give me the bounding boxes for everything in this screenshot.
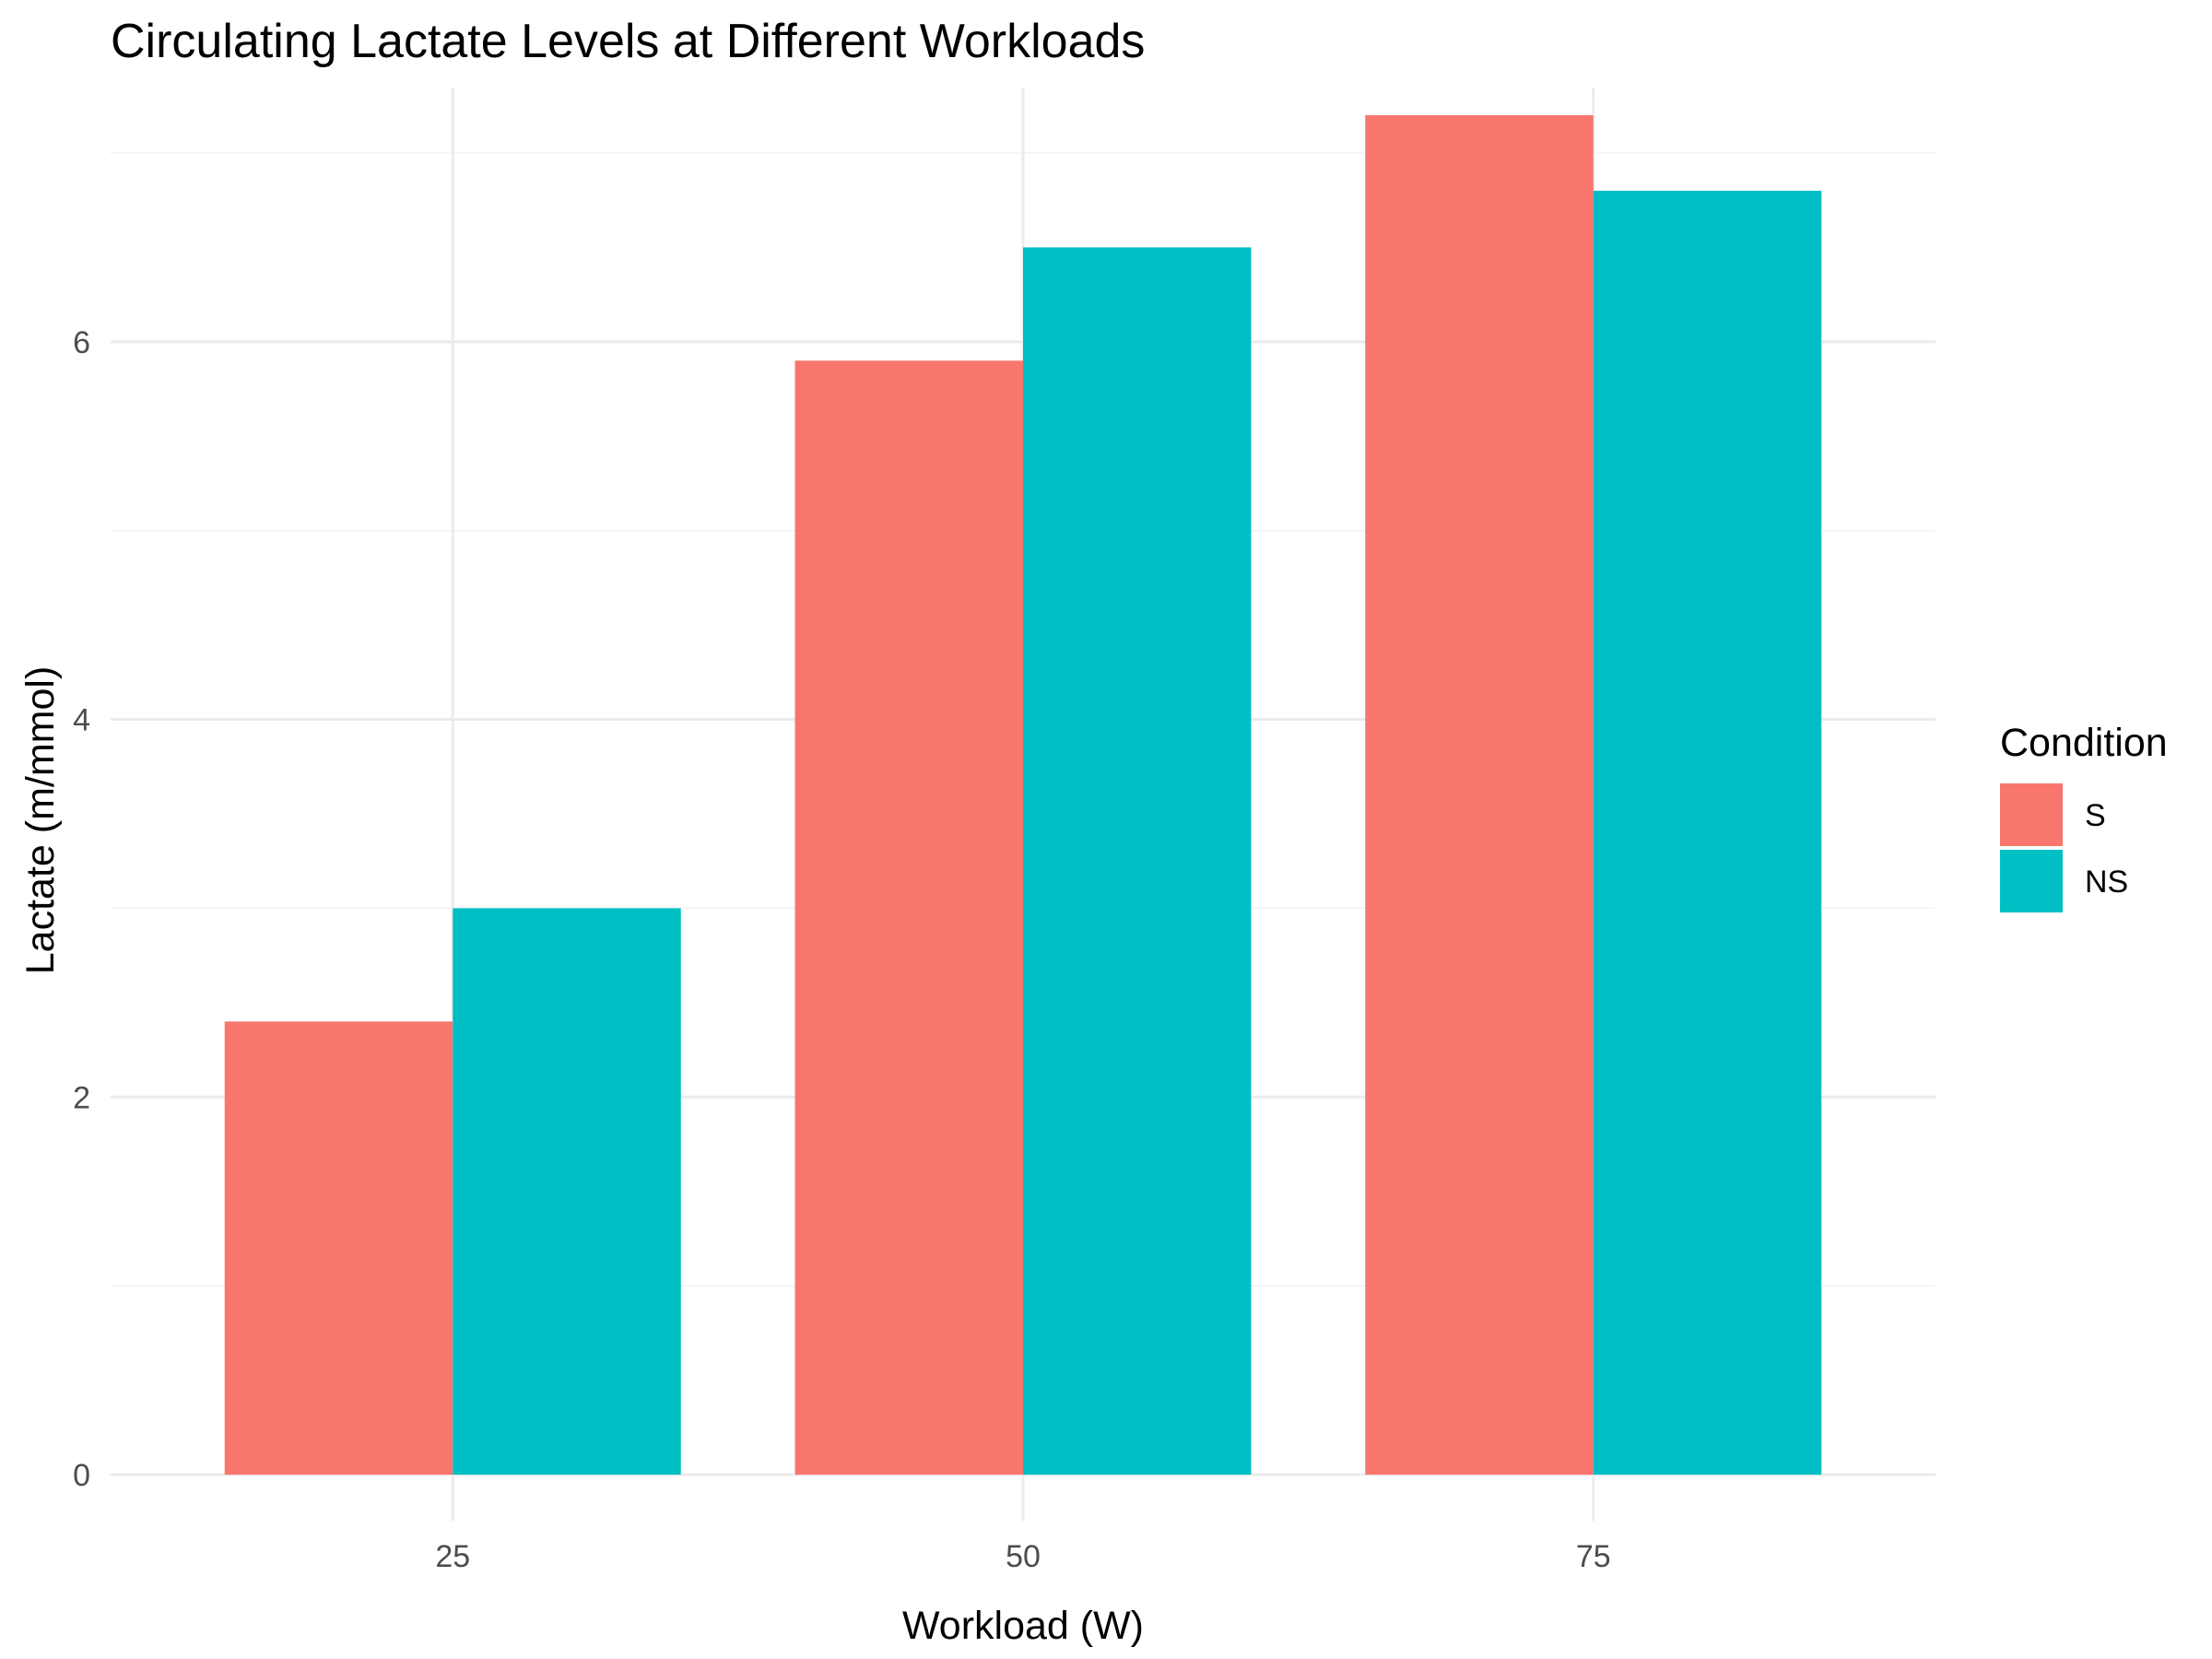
bar-s-75 bbox=[1365, 115, 1594, 1475]
chart-title: Circulating Lactate Levels at Different … bbox=[111, 15, 1145, 68]
bar-ns-50 bbox=[1023, 247, 1252, 1475]
legend: Condition S NS bbox=[2000, 721, 2168, 912]
y-tick-label: 0 bbox=[73, 1458, 90, 1493]
legend-label-ns: NS bbox=[2085, 865, 2128, 900]
legend-key-ns bbox=[2000, 850, 2063, 912]
legend-title: Condition bbox=[2000, 721, 2168, 765]
x-axis-title: Workload (W) bbox=[902, 1604, 1144, 1648]
y-tick-label: 4 bbox=[73, 703, 90, 738]
legend-key-s bbox=[2000, 783, 2063, 846]
y-tick-label: 2 bbox=[73, 1080, 90, 1115]
legend-label-s: S bbox=[2085, 798, 2106, 833]
x-tick-label: 75 bbox=[1576, 1539, 1611, 1574]
bars bbox=[224, 115, 1822, 1475]
tick-labels: 0 2 4 6 25 50 75 bbox=[73, 325, 1611, 1574]
bar-ns-25 bbox=[453, 908, 681, 1475]
y-tick-label: 6 bbox=[73, 325, 90, 360]
bar-s-50 bbox=[794, 360, 1023, 1475]
x-tick-label: 50 bbox=[1006, 1539, 1041, 1574]
bar-s-25 bbox=[224, 1021, 453, 1475]
x-tick-label: 25 bbox=[435, 1539, 470, 1574]
bar-ns-75 bbox=[1593, 190, 1822, 1475]
y-axis-title: Lactate (m/mmol) bbox=[18, 666, 63, 975]
